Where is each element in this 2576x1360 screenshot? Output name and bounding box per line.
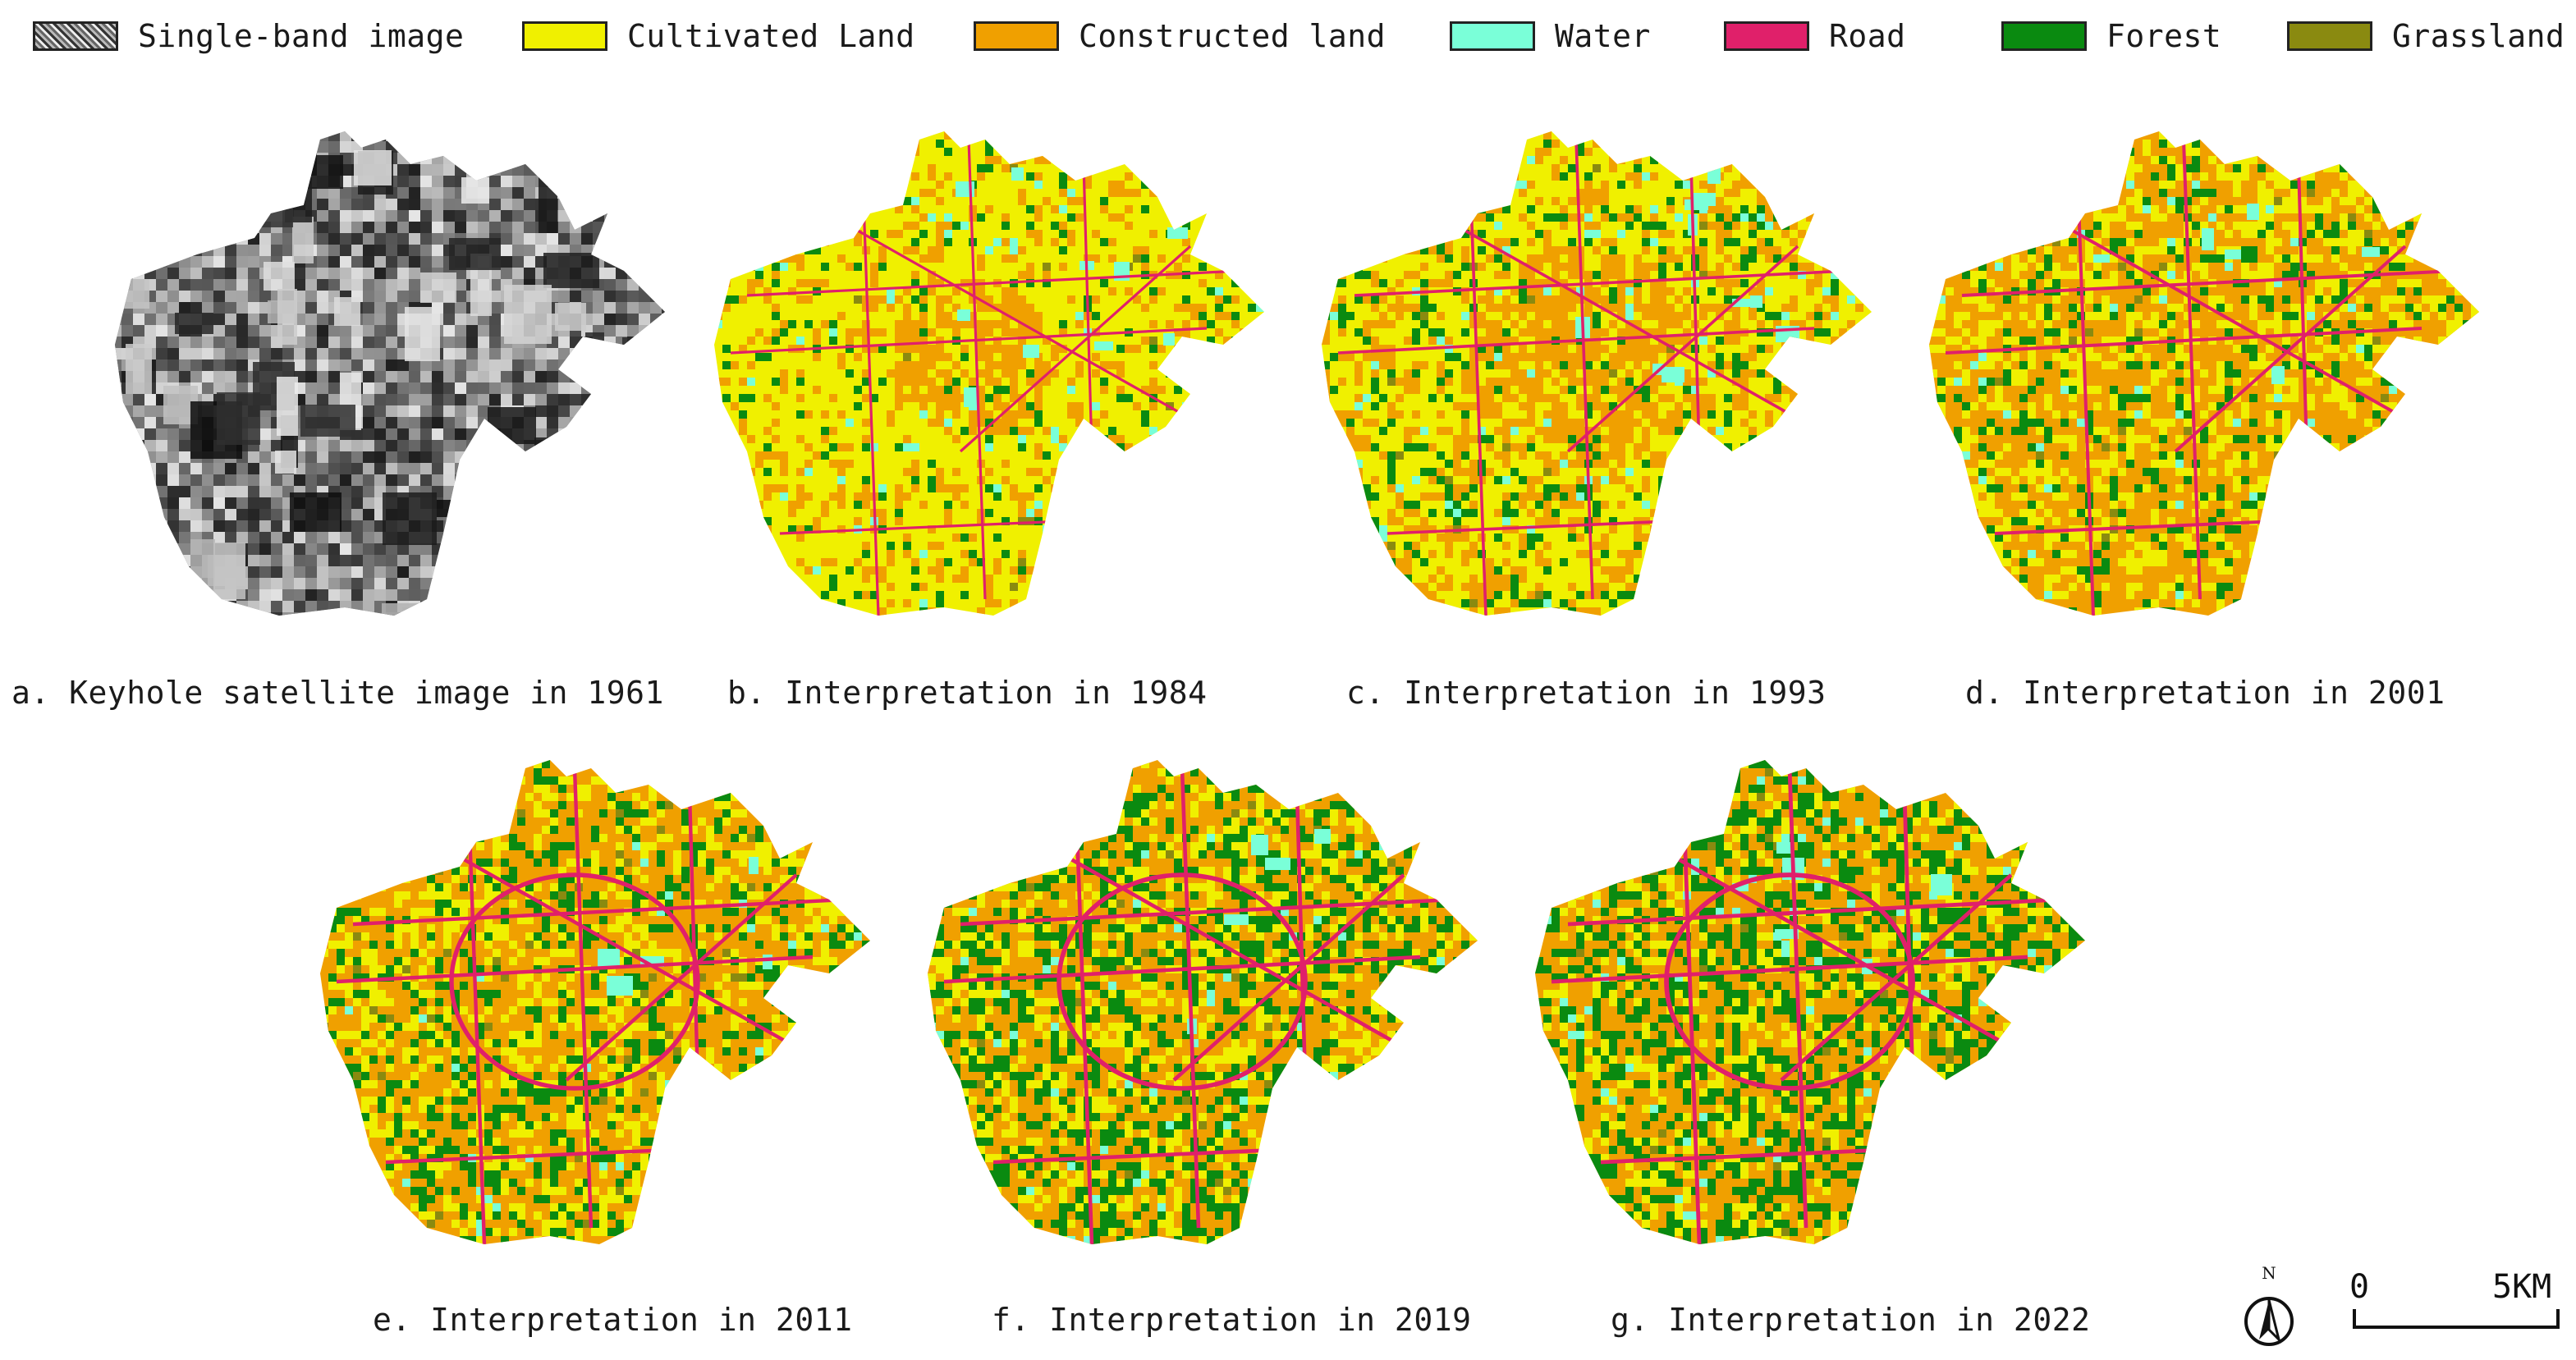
map-panel-d: [1913, 107, 2487, 665]
map-panel-e: [304, 735, 878, 1294]
legend-item-road: Road: [1724, 18, 1906, 54]
legend: Single-band image Cultivated Land Constr…: [0, 0, 2576, 74]
legend-label-grassland: Grassland: [2392, 18, 2565, 54]
scale-bar-end-label: 5KM: [2492, 1268, 2552, 1306]
legend-item-constructed-land: Constructed land: [974, 18, 1386, 54]
caption-panel-c: c. Interpretation in 1993: [1346, 675, 1827, 711]
legend-item-grassland: Grassland: [2287, 18, 2565, 54]
caption-panel-b: b. Interpretation in 1984: [727, 675, 1208, 711]
legend-swatch-forest: [2001, 21, 2087, 51]
legend-swatch-grassland: [2287, 21, 2372, 51]
legend-label-water: Water: [1555, 18, 1651, 54]
map-panel-a: [99, 107, 673, 665]
map-panel-b: [698, 107, 1272, 665]
legend-swatch-cultivated-land: [522, 21, 607, 51]
legend-label-constructed-land: Constructed land: [1079, 18, 1387, 54]
caption-panel-e: e. Interpretation in 2011: [373, 1302, 853, 1338]
map-panel-g: [1519, 735, 2093, 1294]
scale-bar: 0 5KM: [2340, 1268, 2569, 1350]
legend-item-single-band-image: Single-band image: [33, 18, 464, 54]
caption-panel-d: d. Interpretation in 2001: [1965, 675, 2445, 711]
scale-bar-start-label: 0: [2349, 1268, 2370, 1306]
legend-item-cultivated-land: Cultivated Land: [522, 18, 915, 54]
legend-label-forest: Forest: [2106, 18, 2222, 54]
legend-swatch-water: [1450, 21, 1535, 51]
legend-swatch-road: [1724, 21, 1809, 51]
north-arrow-icon: N: [2236, 1263, 2302, 1354]
legend-item-forest: Forest: [2001, 18, 2221, 54]
caption-panel-g: g. Interpretation in 2022: [1611, 1302, 2091, 1338]
map-panel-c: [1305, 107, 1880, 665]
legend-label-single-band-image: Single-band image: [138, 18, 465, 54]
legend-swatch-single-band-image: [33, 21, 118, 51]
map-panel-f: [911, 735, 1486, 1294]
legend-label-cultivated-land: Cultivated Land: [627, 18, 915, 54]
caption-panel-a: a. Keyhole satellite image in 1961: [11, 675, 664, 711]
caption-panel-f: f. Interpretation in 2019: [992, 1302, 1472, 1338]
legend-swatch-constructed-land: [974, 21, 1059, 51]
legend-item-water: Water: [1450, 18, 1651, 54]
legend-label-road: Road: [1829, 18, 1906, 54]
north-arrow-label: N: [2262, 1264, 2276, 1283]
